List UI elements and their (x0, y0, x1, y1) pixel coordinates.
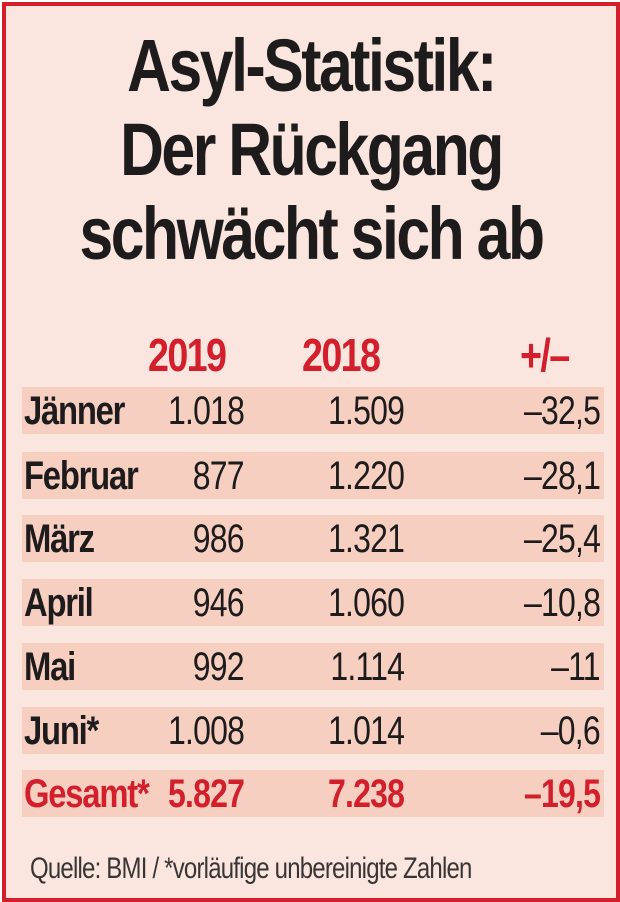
headline-line-2: Der Rückgang (120, 108, 504, 191)
table-row: Jänner 1.018 1.509 –32,5 (22, 387, 604, 434)
headline-line-1: Asyl-Statistik: (127, 24, 497, 107)
value-2018: 1.060 (327, 581, 405, 625)
month-label: Mai (24, 645, 76, 689)
table-row: Juni* 1.008 1.014 –0,6 (22, 707, 604, 754)
value-change: –28,1 (523, 454, 601, 498)
value-2018: 1.114 (330, 645, 405, 689)
value-change: –32,5 (523, 389, 601, 433)
table-row: März 986 1.321 –25,4 (22, 515, 604, 562)
headline-line-3: schwächt sich ab (79, 192, 545, 275)
table-row: April 946 1.060 –10,8 (22, 579, 604, 626)
table-row: Februar 877 1.220 –28,1 (22, 452, 604, 499)
value-change: –11 (551, 645, 600, 689)
month-label: Juni* (24, 709, 99, 753)
value-2018: 1.509 (327, 389, 405, 433)
value-change: –0,6 (540, 709, 601, 753)
month-label: April (24, 581, 94, 625)
value-2018: 1.220 (327, 454, 405, 498)
column-header-2019: 2019 (148, 329, 227, 381)
column-header-change: +/– (520, 329, 570, 381)
value-2018: 1.014 (327, 709, 405, 753)
table-row: Mai 992 1.114 –11 (22, 643, 604, 690)
month-label: Jänner (24, 389, 125, 433)
value-2019: 946 (193, 581, 245, 625)
headline: Asyl-Statistik: Der Rückgang schwächt si… (61, 24, 561, 276)
value-change: –10,8 (523, 581, 601, 625)
total-change: –19,5 (523, 772, 601, 816)
value-2019: 1.008 (167, 709, 245, 753)
total-2019: 5.827 (167, 772, 245, 816)
month-label: März (24, 517, 95, 561)
value-2019: 1.018 (167, 389, 245, 433)
value-2018: 1.321 (327, 517, 405, 561)
value-2019: 992 (193, 645, 245, 689)
column-header-2018: 2018 (302, 329, 381, 381)
value-2019: 986 (193, 517, 245, 561)
value-2019: 877 (193, 454, 245, 498)
value-change: –25,4 (523, 517, 601, 561)
month-label: Februar (24, 454, 139, 498)
total-label: Gesamt* (24, 772, 150, 816)
total-2018: 7.238 (327, 772, 405, 816)
total-row: Gesamt* 5.827 7.238 –19,5 (22, 770, 604, 817)
source-note: Quelle: BMI / *vorläufige unbereinigte Z… (30, 852, 472, 885)
